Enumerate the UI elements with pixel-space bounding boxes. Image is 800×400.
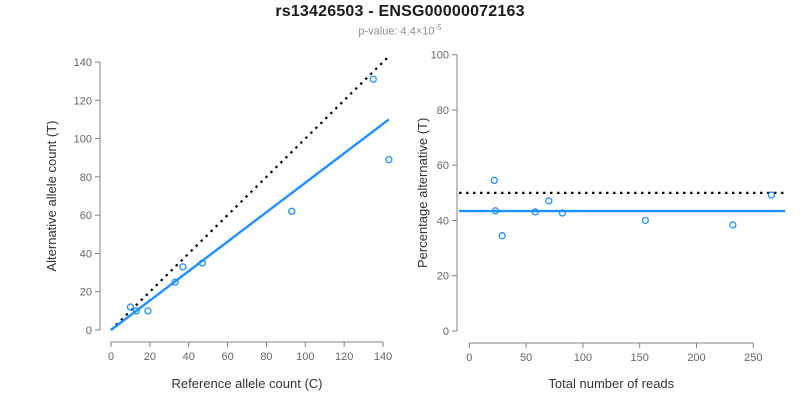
data-point bbox=[385, 156, 393, 164]
data-point bbox=[179, 263, 187, 271]
data-point bbox=[558, 209, 567, 217]
data-point bbox=[132, 307, 140, 315]
x-tick-label: 60 bbox=[221, 351, 233, 363]
data-point bbox=[498, 232, 506, 240]
x-tick-label: 250 bbox=[744, 352, 762, 364]
x-tick-label: 140 bbox=[374, 351, 392, 363]
data-point bbox=[126, 303, 135, 311]
x-tick-label: 100 bbox=[574, 352, 592, 364]
y-tick-label: 0 bbox=[443, 326, 449, 338]
y-tick-label: 120 bbox=[74, 95, 92, 107]
data-point bbox=[198, 259, 206, 267]
pvalue-exponent: -5 bbox=[434, 23, 442, 32]
y-tick-label: 60 bbox=[80, 210, 92, 222]
x-tick-label: 0 bbox=[466, 352, 472, 364]
data-point bbox=[171, 278, 179, 286]
x-axis-title: Total number of reads bbox=[548, 376, 674, 391]
y-axis-title: Percentage alternative (T) bbox=[415, 118, 430, 268]
y-tick-label: 40 bbox=[80, 248, 92, 260]
data-point bbox=[491, 207, 500, 215]
pvalue-text: p-value: 4.4×10 bbox=[358, 25, 435, 38]
data-point bbox=[369, 75, 377, 83]
data-point bbox=[144, 307, 152, 315]
y-axis-title: Alternative allele count (T) bbox=[44, 121, 59, 272]
data-point bbox=[641, 216, 650, 225]
data-point bbox=[545, 197, 553, 205]
data-point bbox=[531, 208, 539, 216]
fit-line bbox=[110, 118, 390, 331]
x-tick-label: 150 bbox=[631, 352, 649, 364]
y-tick-label: 100 bbox=[431, 50, 449, 62]
x-tick-label: 120 bbox=[335, 351, 353, 363]
data-point bbox=[729, 221, 737, 229]
pvalue-subtitle: p-value: 4.4×10-5 bbox=[0, 23, 800, 38]
x-tick-label: 40 bbox=[183, 351, 195, 363]
x-tick-label: 50 bbox=[520, 352, 532, 364]
x-tick-label: 0 bbox=[108, 351, 114, 363]
page-title: rs13426503 - ENSG00000072163 bbox=[275, 3, 525, 20]
y-tick-label: 20 bbox=[437, 271, 449, 283]
x-tick-label: 100 bbox=[296, 351, 314, 363]
x-tick-label: 20 bbox=[144, 351, 156, 363]
data-point bbox=[767, 191, 776, 199]
x-axis-title: Reference allele count (C) bbox=[171, 376, 322, 391]
y-tick-label: 20 bbox=[80, 287, 92, 299]
y-tick-label: 80 bbox=[80, 172, 92, 184]
y-tick-label: 60 bbox=[437, 160, 449, 172]
y-tick-label: 140 bbox=[74, 57, 92, 69]
y-tick-label: 40 bbox=[437, 215, 449, 227]
y-tick-label: 100 bbox=[74, 134, 92, 146]
data-point bbox=[490, 176, 498, 185]
data-point bbox=[288, 207, 296, 215]
y-tick-label: 80 bbox=[437, 105, 449, 117]
identity-line bbox=[110, 57, 388, 331]
x-tick-label: 200 bbox=[687, 352, 705, 364]
y-tick-label: 0 bbox=[86, 325, 92, 337]
x-tick-label: 80 bbox=[260, 351, 272, 363]
